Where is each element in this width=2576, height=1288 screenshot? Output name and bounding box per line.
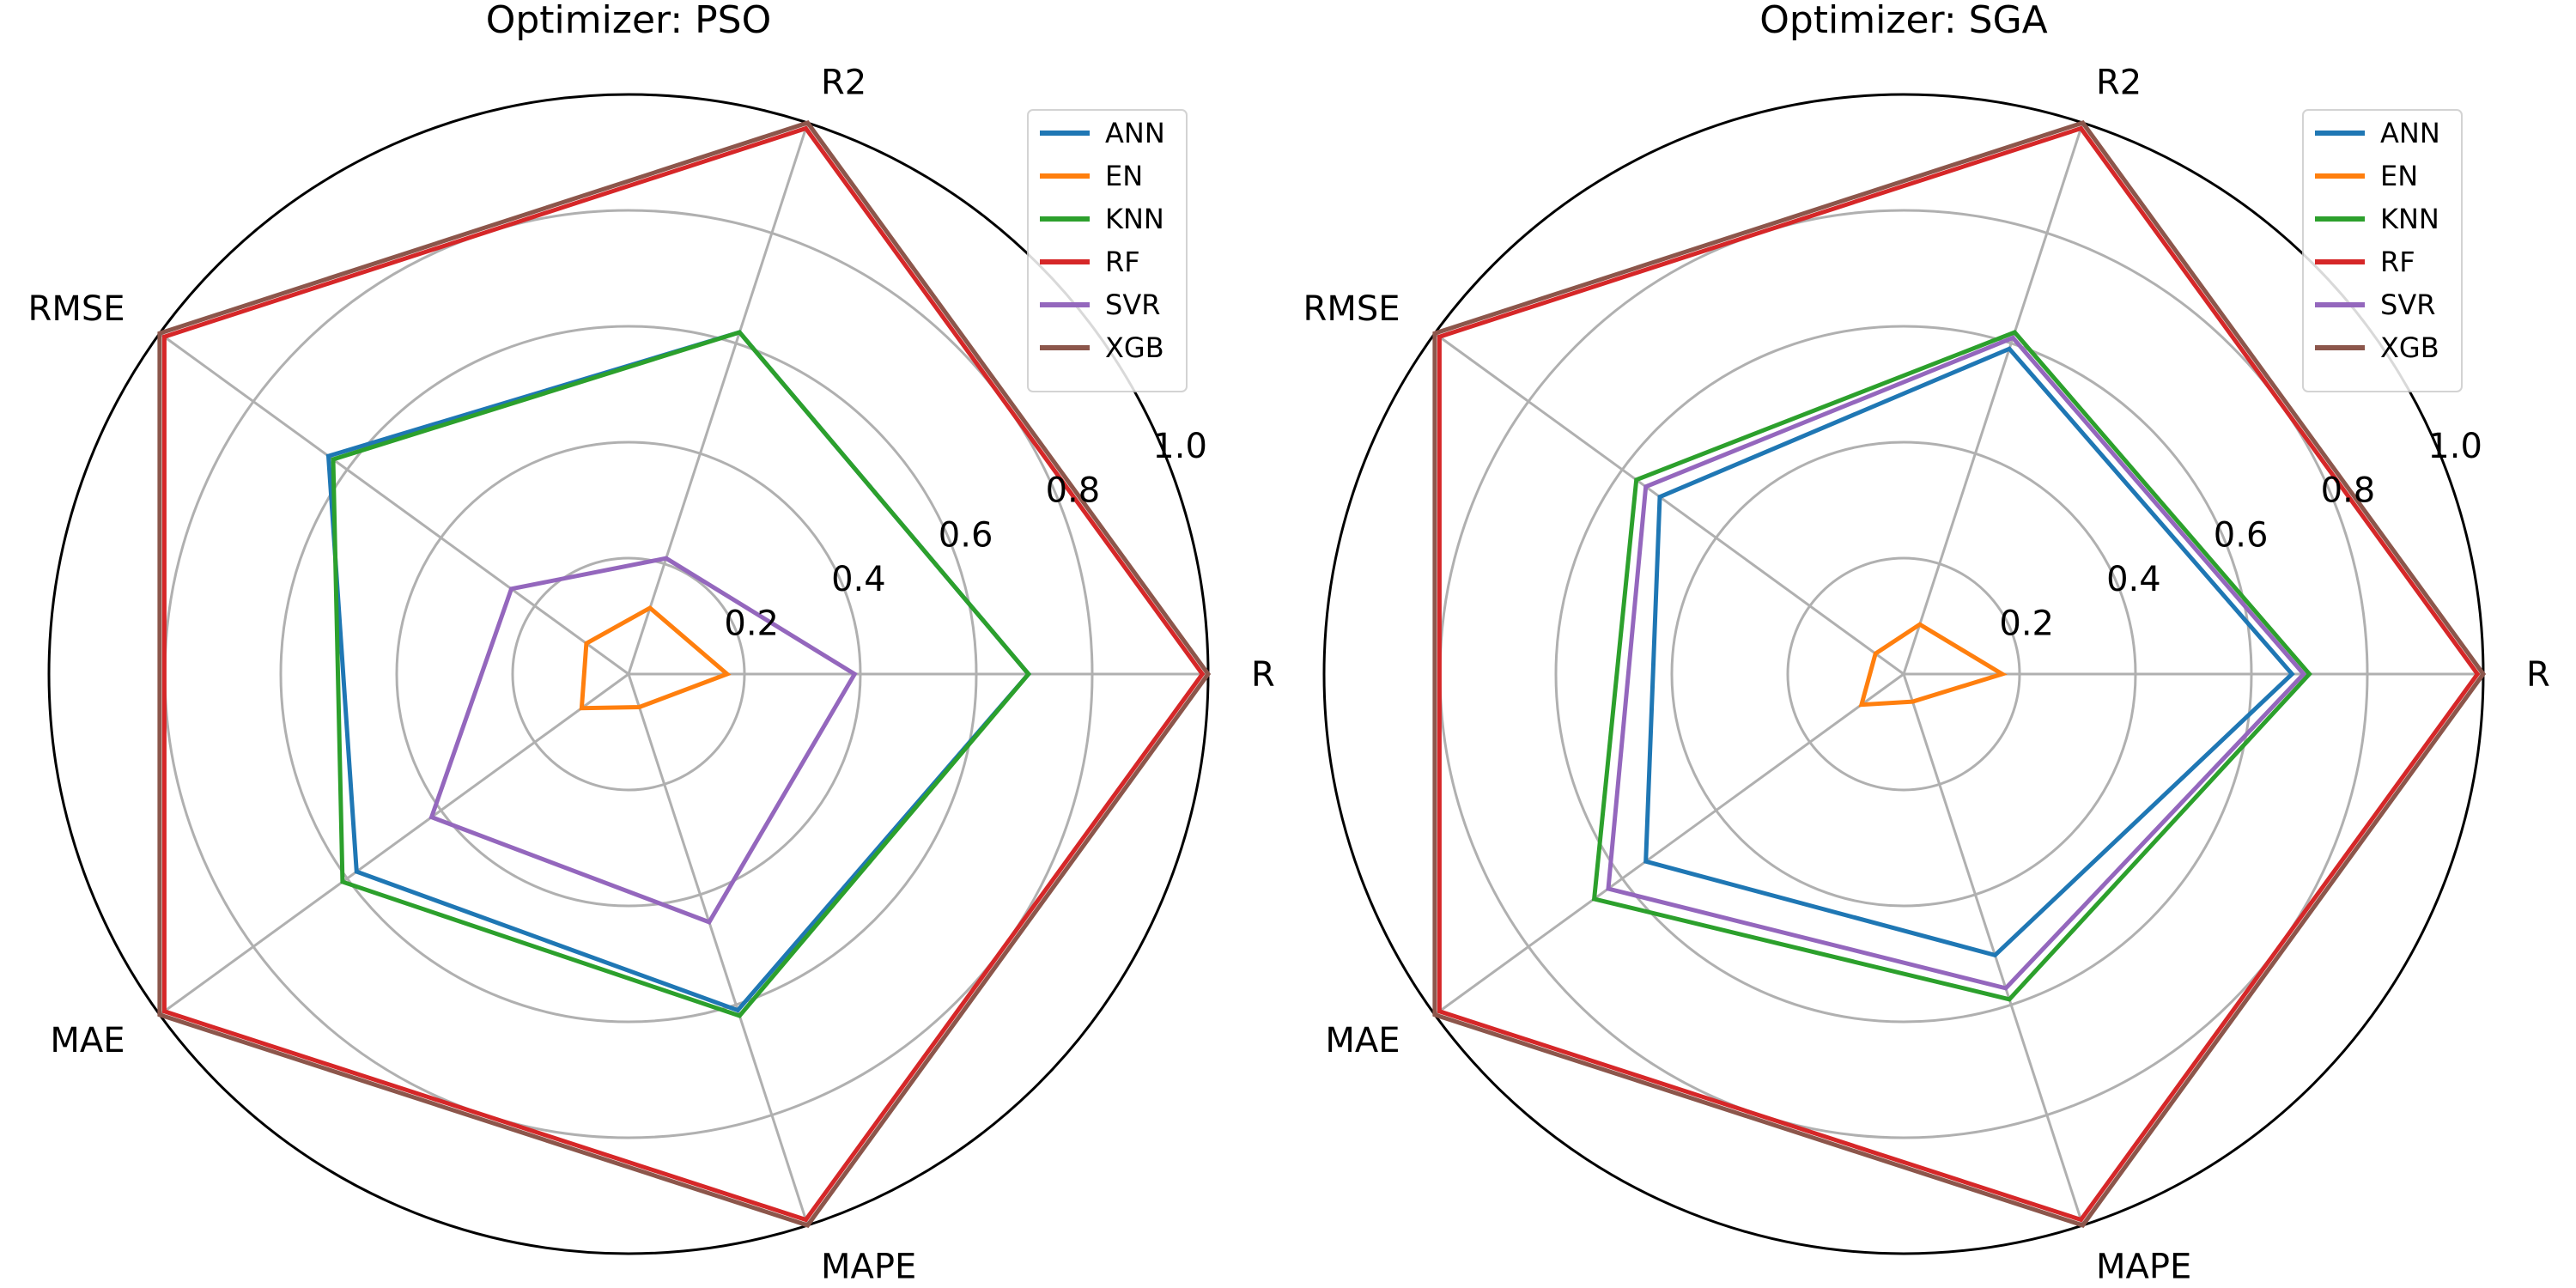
chart-title: Optimizer: SGA: [1759, 0, 2048, 42]
legend: ANN EN KNN RF SVR XGB: [2302, 109, 2463, 392]
series-en: [579, 605, 732, 711]
spoke-mape: [627, 673, 810, 1226]
radial-tick-label: 0.6: [2214, 515, 2269, 555]
axis-label-mape: MAPE: [821, 1248, 916, 1287]
legend-label-ann: ANN: [2380, 117, 2440, 149]
radial-tick-label: 0.4: [2106, 560, 2161, 599]
radial-tick-label: 0.8: [1046, 471, 1101, 511]
chart-title: Optimizer: PSO: [486, 0, 772, 42]
legend-box: [2302, 109, 2463, 392]
spoke-rmse: [159, 332, 629, 676]
series-rf: [161, 125, 1206, 1223]
legend-label-xgb: XGB: [2380, 331, 2439, 364]
series-rf: [1437, 125, 2481, 1223]
axis-label-r: R: [1251, 655, 1275, 695]
radar-chart-sga: 0.2 0.4 0.6 0.8 1.0 R R2 RMSE MAE MAPE Optimizer: …: [1303, 0, 2550, 1287]
radial-tick-label: 1.0: [2427, 427, 2482, 466]
series-knn: [331, 330, 1032, 1018]
spoke-r2: [1902, 122, 2085, 675]
radar-chart-pso: 0.2 0.4 0.6 0.8 1.0 R R2 RMSE MAE MAPE Optimizer: …: [28, 0, 1275, 1287]
series-xgb: [157, 120, 1212, 1228]
legend: ANN EN KNN RF SVR XGB: [1027, 109, 1188, 392]
legend-box: [1027, 109, 1188, 392]
radial-tick-label: 0.6: [939, 515, 993, 555]
series-en: [1858, 622, 2008, 708]
axis-label-rmse: RMSE: [28, 289, 125, 329]
axis-label-mae: MAE: [1325, 1021, 1400, 1060]
spoke-mae: [1434, 672, 1905, 1016]
legend-label-rf: RF: [2380, 246, 2415, 278]
legend-label-svr: SVR: [2380, 289, 2435, 321]
radial-tick-label: 0.4: [831, 560, 886, 599]
axis-label-r: R: [2526, 655, 2550, 695]
axis-label-rmse: RMSE: [1303, 289, 1400, 329]
axis-label-r2: R2: [821, 64, 866, 103]
legend-label-rf: RF: [1105, 246, 1140, 278]
legend-label-en: EN: [2380, 160, 2418, 192]
axis-label-mape: MAPE: [2096, 1248, 2191, 1287]
spoke-rmse: [1434, 332, 1905, 676]
legend-label-knn: KNN: [1105, 203, 1164, 235]
spoke-r2: [627, 122, 810, 675]
spoke-mape: [1902, 673, 2085, 1226]
radial-tick-label: 1.0: [1152, 427, 1207, 466]
legend-label-xgb: XGB: [1105, 331, 1164, 364]
legend-label-knn: KNN: [2380, 203, 2439, 235]
series-xgb: [1432, 120, 2487, 1228]
series-ann: [1643, 346, 2295, 958]
radial-tick-label: 0.2: [724, 605, 779, 644]
axis-label-mae: MAE: [50, 1021, 125, 1060]
legend-label-ann: ANN: [1105, 117, 1165, 149]
legend-label-en: EN: [1105, 160, 1143, 192]
series-svr: [1606, 335, 2307, 991]
spoke-mae: [159, 672, 629, 1016]
legend-label-svr: SVR: [1105, 289, 1160, 321]
axis-label-r2: R2: [2096, 64, 2142, 103]
series-svr: [428, 556, 858, 925]
radial-tick-label: 0.2: [1999, 605, 2054, 644]
series-knn: [1591, 330, 2312, 1002]
radial-tick-label: 0.8: [2321, 471, 2376, 511]
